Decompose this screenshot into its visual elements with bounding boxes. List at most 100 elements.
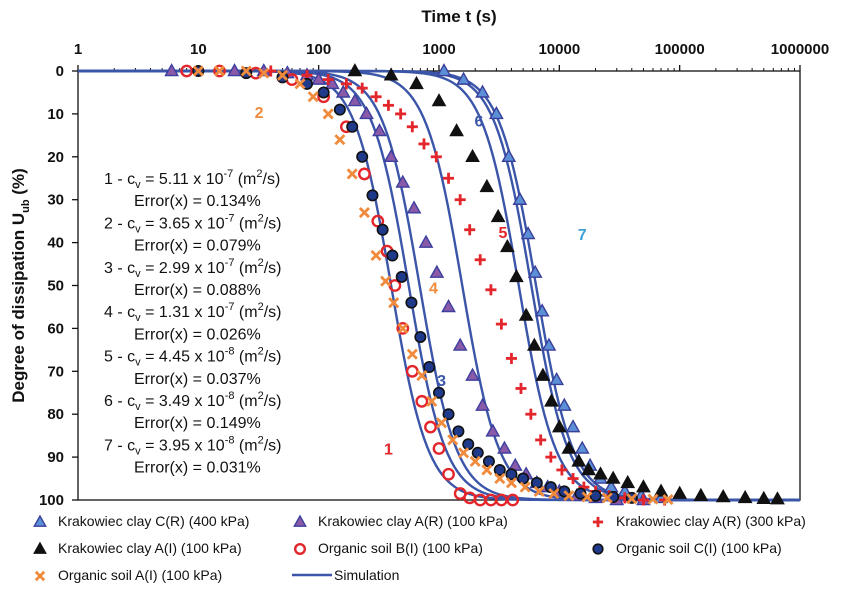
y-axis-title-unit: (%) <box>9 168 28 199</box>
ann-v: v <box>135 312 141 324</box>
data-point <box>715 489 731 503</box>
data-point <box>545 451 557 463</box>
data-point <box>506 493 520 507</box>
data-point <box>276 71 289 84</box>
x-b <box>276 69 288 81</box>
data-point <box>462 438 475 451</box>
data-point <box>294 78 306 90</box>
curve-label-4: 4 <box>429 281 438 298</box>
data-point <box>406 200 422 214</box>
data-point <box>192 65 204 77</box>
data-point <box>636 479 651 493</box>
annotation-error-3: Error(x) = 0.088% <box>134 282 261 299</box>
data-point <box>311 71 327 85</box>
x-b <box>346 168 358 180</box>
data-point <box>501 148 517 163</box>
data-point <box>662 494 674 506</box>
data-point <box>485 284 497 296</box>
data-point <box>479 178 495 193</box>
x-b <box>322 108 334 120</box>
annotation-error-6: Error(x) = 0.149% <box>134 415 261 432</box>
legend-item-4: Organic soil B(I) (100 kPa) <box>294 540 483 556</box>
data-point <box>471 446 484 459</box>
data-point <box>406 348 418 360</box>
data-point <box>567 473 579 485</box>
data-point <box>358 207 370 219</box>
data-point <box>456 71 471 85</box>
y-tick-label: 70 <box>47 363 64 380</box>
data-point <box>395 108 407 120</box>
data-point <box>518 307 534 321</box>
data-point <box>370 91 382 103</box>
ann-unit-post: /s) <box>264 437 282 454</box>
data-point <box>593 466 608 480</box>
y-tick-label: 100 <box>39 492 64 509</box>
x-b <box>548 488 560 500</box>
data-point <box>418 234 434 248</box>
x-b <box>447 434 459 446</box>
curve-label-5: 5 <box>499 225 508 242</box>
data-point <box>432 386 445 399</box>
data-point <box>258 67 270 79</box>
legend-label: Krakowiec clay C(R) (400 kPa) <box>58 513 249 529</box>
y-axis-title: Degree of dissipation Uub (%) <box>9 168 32 403</box>
data-point <box>544 393 559 407</box>
x-b <box>388 297 400 309</box>
data-point <box>366 189 379 202</box>
legend-label: Krakowiec clay A(R) (300 kPa) <box>616 513 806 529</box>
data-point <box>383 148 399 163</box>
data-point <box>469 455 481 467</box>
ann-unit-post: /s) <box>264 393 282 410</box>
data-point <box>541 337 557 351</box>
data-point <box>340 78 352 90</box>
curve-label-2: 2 <box>255 105 264 122</box>
ann-exp: -8 <box>225 434 235 446</box>
ann-exp: -7 <box>225 301 235 313</box>
ann-eq: = 4.45 x 10 <box>141 349 225 366</box>
data-point <box>509 268 524 283</box>
legend-marker <box>33 514 47 527</box>
legend-marker <box>294 543 307 556</box>
x-tick-label: 100000 <box>655 41 705 58</box>
data-point <box>452 337 468 351</box>
annotation-error-2: Error(x) = 0.079% <box>134 238 261 255</box>
y-tick-label: 60 <box>47 320 64 337</box>
annotation-cv-1: 1 - cv = 5.11 x 10-7 (m2/s) <box>104 168 280 191</box>
x-b <box>294 78 306 90</box>
data-point <box>405 296 418 309</box>
data-point <box>409 75 424 90</box>
data-point <box>535 367 551 381</box>
legend-label: Organic soil A(I) (100 kPa) <box>58 567 222 583</box>
x-b <box>494 473 506 485</box>
data-point <box>380 275 392 287</box>
ann-unit-pre: (m <box>234 349 257 366</box>
legend-marker <box>33 541 47 554</box>
x-b <box>192 65 204 77</box>
y-tick-label: 80 <box>47 406 64 423</box>
data-markers <box>164 63 785 507</box>
data-point <box>388 297 400 309</box>
data-point <box>458 447 470 459</box>
data-point <box>396 321 410 335</box>
legend-marker <box>592 516 604 528</box>
data-point <box>497 440 512 454</box>
annotation-cv-5: 5 - cv = 4.45 x 10-8 (m2/s) <box>104 346 281 369</box>
x-b <box>307 91 319 103</box>
data-point <box>475 397 490 411</box>
series-0 <box>436 63 669 504</box>
data-point <box>240 65 252 77</box>
ann-unit-exp: 2 <box>256 168 262 180</box>
x-tick-label: 1000000 <box>771 41 829 58</box>
y-axis-title-main: Degree of dissipation U <box>9 213 28 403</box>
data-point <box>489 105 504 120</box>
annotation-error-7: Error(x) = 0.031% <box>134 460 261 477</box>
legend-item-3: Krakowiec clay A(I) (100 kPa) <box>33 540 242 556</box>
data-point <box>605 470 621 484</box>
ann-v: v <box>135 179 141 191</box>
data-point <box>395 174 411 188</box>
data-point <box>383 67 399 81</box>
data-point <box>505 468 518 481</box>
data-point <box>571 453 587 467</box>
legend-marker <box>34 570 46 582</box>
ann-unit-exp: 2 <box>258 346 264 358</box>
